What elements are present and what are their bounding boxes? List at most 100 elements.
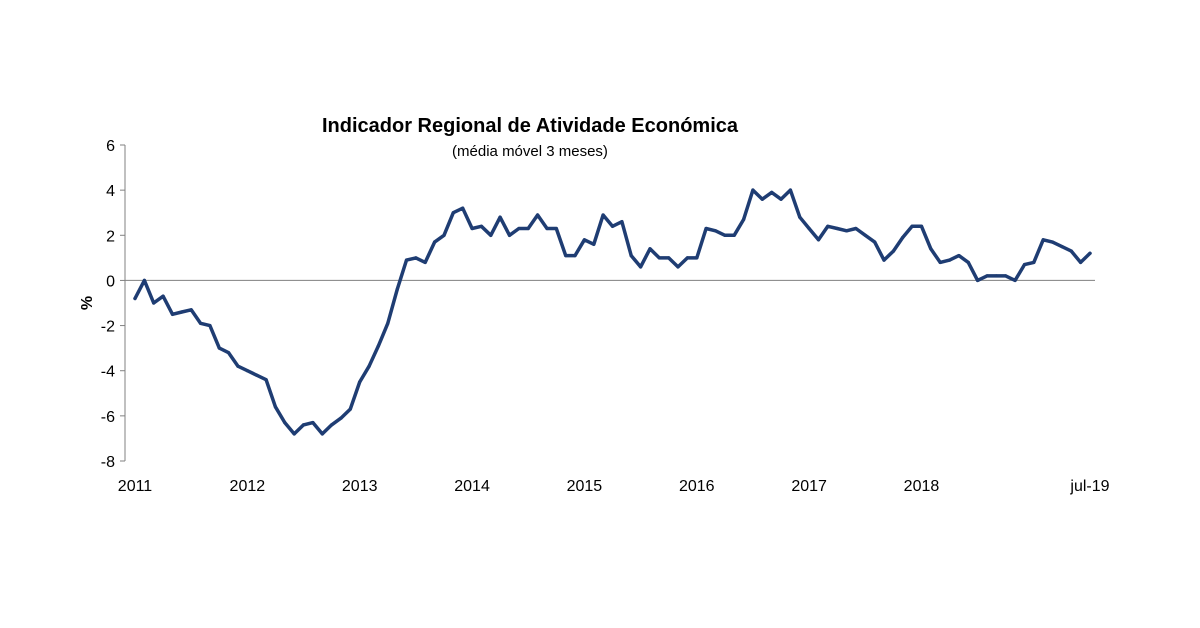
data-point — [1088, 251, 1092, 255]
data-point — [788, 188, 793, 192]
data-point — [142, 278, 146, 282]
data-point — [227, 351, 231, 355]
data-point — [545, 226, 549, 231]
data-point — [236, 364, 240, 368]
data-point — [283, 421, 287, 425]
data-point — [386, 321, 390, 325]
data-point — [919, 224, 924, 228]
data-point — [152, 301, 156, 305]
data-point — [433, 240, 437, 244]
data-point — [751, 188, 755, 192]
data-point — [395, 287, 399, 292]
data-point — [816, 238, 821, 242]
y-axis-ticks: 6 4 2 0 -2 -4 -6 -8 — [101, 138, 125, 471]
data-point — [367, 364, 371, 368]
data-point — [610, 224, 615, 228]
data-point — [667, 256, 671, 260]
data-point — [704, 226, 708, 231]
y-tick-label: -8 — [101, 454, 115, 471]
data-point — [676, 265, 680, 269]
x-tick-label: 2011 — [118, 478, 153, 495]
y-tick-label: 6 — [106, 138, 115, 155]
data-point — [470, 226, 474, 231]
data-point — [414, 256, 418, 260]
y-tick-label: 0 — [106, 273, 115, 290]
data-point — [882, 258, 886, 262]
data-point — [301, 423, 306, 427]
data-point — [526, 226, 530, 231]
chart-subtitle: (média móvel 3 meses) — [452, 143, 608, 160]
x-tick-label: jul-19 — [1069, 478, 1109, 495]
data-point — [198, 321, 203, 325]
data-point — [376, 344, 380, 348]
data-point — [245, 369, 249, 373]
data-point — [133, 296, 137, 301]
data-point — [255, 373, 259, 377]
data-point — [573, 254, 577, 258]
data-point — [770, 190, 774, 194]
data-point — [976, 278, 980, 282]
data-point — [1022, 263, 1027, 267]
data-point — [835, 226, 839, 231]
data-point — [1060, 245, 1064, 249]
y-tick-label: -2 — [101, 319, 115, 336]
data-point — [891, 249, 896, 253]
data-point — [161, 294, 165, 298]
x-tick-label: 2017 — [791, 478, 827, 495]
data-point — [404, 258, 409, 262]
data-point — [1079, 260, 1083, 264]
data-point — [742, 217, 746, 222]
data-point — [461, 206, 465, 210]
data-point — [985, 274, 989, 278]
data-point — [901, 235, 905, 240]
data-point — [713, 229, 718, 233]
data-point — [798, 215, 802, 219]
x-axis-ticks: 2011 2012 2013 2014 2015 2016 2017 2018 jul-19 — [118, 478, 1110, 495]
data-point — [760, 197, 764, 201]
x-tick-label: 2016 — [679, 478, 715, 495]
data-point — [723, 233, 727, 237]
data-point — [620, 220, 624, 224]
data-point — [648, 247, 652, 251]
data-point — [807, 226, 811, 231]
data-point — [732, 233, 736, 237]
data-point — [180, 310, 184, 314]
data-point — [938, 260, 942, 264]
data-point — [629, 254, 633, 258]
data-point — [854, 226, 858, 231]
data-point — [479, 224, 483, 228]
data-point — [1069, 249, 1073, 253]
data-point — [1032, 260, 1036, 264]
data-point — [873, 240, 877, 244]
data-point — [685, 256, 690, 260]
y-tick-label: -4 — [101, 364, 115, 381]
data-point — [311, 421, 315, 425]
data-point — [348, 407, 352, 411]
y-tick-label: 4 — [106, 183, 115, 200]
data-point — [592, 242, 596, 246]
data-point — [358, 380, 362, 384]
y-tick-label: -6 — [101, 409, 115, 426]
data-point — [517, 226, 521, 231]
x-tick-label: 2015 — [567, 478, 603, 495]
data-point — [695, 256, 699, 260]
data-point — [536, 213, 540, 217]
data-point — [554, 226, 558, 231]
data-point — [273, 405, 277, 409]
data-point — [330, 423, 334, 427]
data-point — [564, 254, 568, 258]
series-layer — [133, 188, 1092, 436]
data-point — [582, 238, 587, 242]
data-point — [957, 254, 961, 258]
data-point — [264, 378, 268, 382]
data-point — [657, 256, 661, 260]
data-point — [451, 211, 455, 215]
data-point — [442, 233, 446, 237]
x-tick-label: 2012 — [230, 478, 266, 495]
data-point — [910, 224, 914, 228]
data-point — [1041, 238, 1045, 242]
x-tick-label: 2014 — [454, 478, 490, 495]
data-point — [826, 224, 830, 228]
data-point — [423, 260, 427, 264]
